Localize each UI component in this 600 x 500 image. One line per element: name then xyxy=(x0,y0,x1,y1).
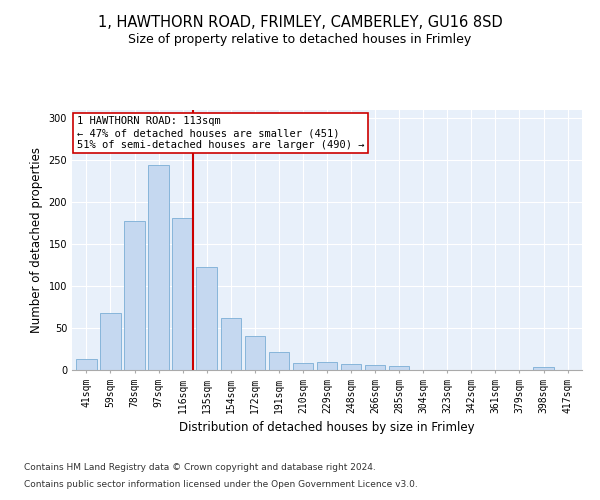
Bar xyxy=(533,368,554,370)
Bar xyxy=(317,362,337,370)
Bar xyxy=(245,336,265,370)
Text: Size of property relative to detached houses in Frimley: Size of property relative to detached ho… xyxy=(128,32,472,46)
Bar xyxy=(100,313,121,370)
Text: Contains public sector information licensed under the Open Government Licence v3: Contains public sector information licen… xyxy=(24,480,418,489)
Bar xyxy=(389,366,409,370)
Bar xyxy=(269,352,289,370)
X-axis label: Distribution of detached houses by size in Frimley: Distribution of detached houses by size … xyxy=(179,421,475,434)
Y-axis label: Number of detached properties: Number of detached properties xyxy=(30,147,43,333)
Bar xyxy=(124,220,145,370)
Text: Contains HM Land Registry data © Crown copyright and database right 2024.: Contains HM Land Registry data © Crown c… xyxy=(24,464,376,472)
Bar xyxy=(196,267,217,370)
Bar xyxy=(293,364,313,370)
Bar xyxy=(76,359,97,370)
Bar xyxy=(221,318,241,370)
Text: 1, HAWTHORN ROAD, FRIMLEY, CAMBERLEY, GU16 8SD: 1, HAWTHORN ROAD, FRIMLEY, CAMBERLEY, GU… xyxy=(98,15,502,30)
Text: 1 HAWTHORN ROAD: 113sqm
← 47% of detached houses are smaller (451)
51% of semi-d: 1 HAWTHORN ROAD: 113sqm ← 47% of detache… xyxy=(77,116,365,150)
Bar xyxy=(172,218,193,370)
Bar xyxy=(365,365,385,370)
Bar xyxy=(148,164,169,370)
Bar xyxy=(341,364,361,370)
